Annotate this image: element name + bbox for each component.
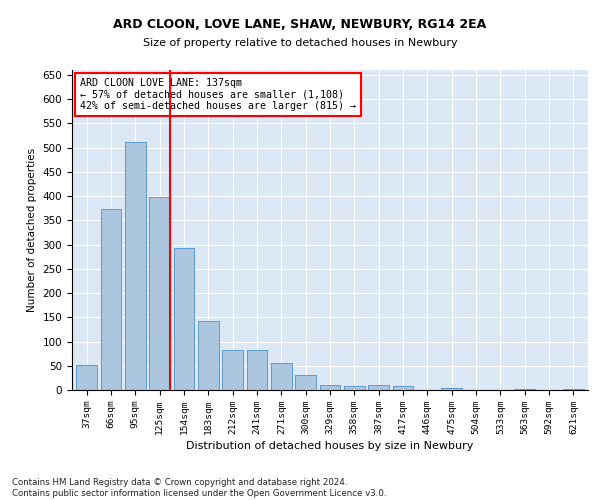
Y-axis label: Number of detached properties: Number of detached properties <box>27 148 37 312</box>
Bar <box>442 388 462 390</box>
Bar <box>149 196 170 390</box>
Text: Size of property relative to detached houses in Newbury: Size of property relative to detached ho… <box>143 38 457 48</box>
Bar <box>76 366 97 390</box>
X-axis label: Distribution of detached houses by size in Newbury: Distribution of detached houses by size … <box>187 441 473 451</box>
Text: Contains HM Land Registry data © Crown copyright and database right 2024.
Contai: Contains HM Land Registry data © Crown c… <box>12 478 386 498</box>
Bar <box>222 350 243 390</box>
Bar <box>173 248 194 390</box>
Bar <box>368 384 389 390</box>
Text: ARD CLOON, LOVE LANE, SHAW, NEWBURY, RG14 2EA: ARD CLOON, LOVE LANE, SHAW, NEWBURY, RG1… <box>113 18 487 30</box>
Bar <box>198 321 218 390</box>
Text: ARD CLOON LOVE LANE: 137sqm
← 57% of detached houses are smaller (1,108)
42% of : ARD CLOON LOVE LANE: 137sqm ← 57% of det… <box>80 78 356 111</box>
Bar <box>320 385 340 390</box>
Bar <box>563 388 584 390</box>
Bar <box>247 350 268 390</box>
Bar <box>344 386 365 390</box>
Bar <box>271 364 292 390</box>
Bar <box>295 376 316 390</box>
Bar <box>514 388 535 390</box>
Bar <box>392 386 413 390</box>
Bar <box>101 208 121 390</box>
Bar <box>125 142 146 390</box>
